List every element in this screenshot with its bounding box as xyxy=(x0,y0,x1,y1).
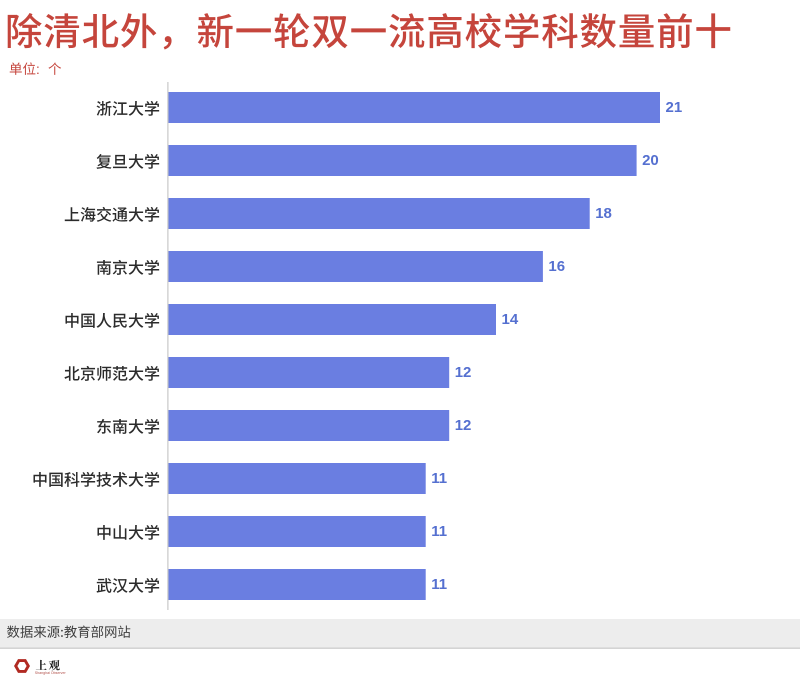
svg-text:16: 16 xyxy=(548,258,565,275)
svg-text:12: 12 xyxy=(455,417,472,434)
svg-text:11: 11 xyxy=(431,523,447,540)
svg-text:18: 18 xyxy=(595,205,612,222)
svg-text:14: 14 xyxy=(502,311,519,328)
svg-text:12: 12 xyxy=(455,364,472,381)
svg-text:20: 20 xyxy=(642,152,659,169)
svg-text:21: 21 xyxy=(666,99,683,116)
svg-text::: : xyxy=(36,62,40,77)
svg-text:11: 11 xyxy=(431,470,447,487)
svg-text:11: 11 xyxy=(431,576,447,593)
svg-text:Shanghai Observer: Shanghai Observer xyxy=(35,671,67,675)
